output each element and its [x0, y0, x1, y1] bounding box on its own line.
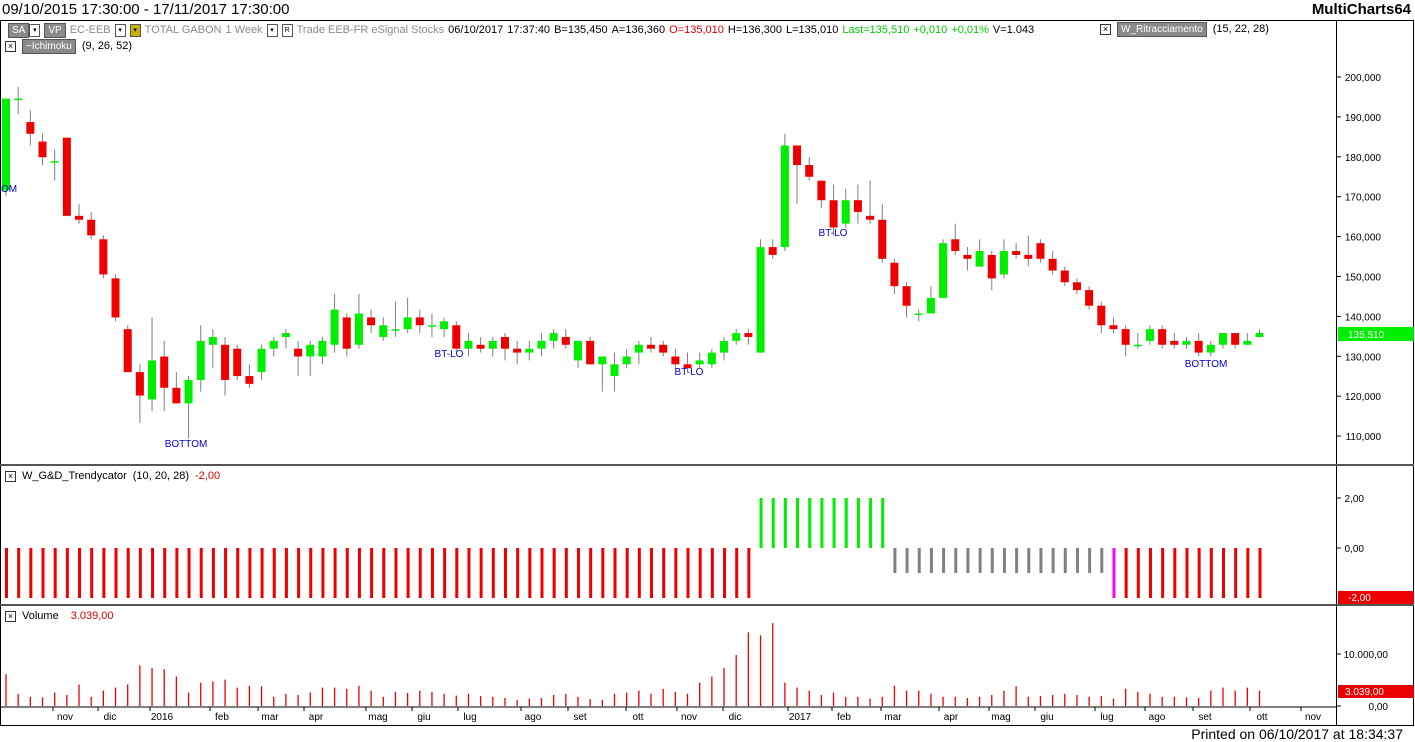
close-icon[interactable]: × [5, 610, 16, 622]
close-icon[interactable]: × [5, 40, 16, 52]
symbol-toolbar: SA ▾ VP EC-EEB ▾ ▾ TOTAL GABON 1 Week ▾ R… [8, 22, 1034, 38]
close-icon[interactable]: × [5, 470, 16, 482]
title-bar: 09/10/2015 17:30:00 - 17/11/2017 17:30:0… [0, 0, 1415, 20]
trendy-value: -2,00 [195, 470, 221, 482]
chart-window [0, 20, 1414, 726]
sa-dropdown-icon[interactable]: ▾ [29, 23, 41, 37]
low-value: L=135,010 [786, 24, 839, 36]
quote-time: 17:37:40 [507, 24, 551, 36]
volume-current-value: 3.039,00 [70, 610, 114, 622]
trendy-panel-header: × W_G&D_Trendycator (10, 20, 28) -2,00 [5, 469, 220, 483]
trendy-label[interactable]: W_G&D_Trendycator [22, 470, 127, 482]
change-value: +0,010 [913, 24, 948, 36]
close-icon[interactable]: × [1100, 23, 1111, 35]
vp-button[interactable]: VP [44, 22, 66, 38]
printed-footer: Printed on 06/10/2017 at 18:34:37 [1191, 726, 1403, 742]
study-ritracciamento-params: (15, 22, 28) [1212, 23, 1269, 35]
app-name: MultiCharts64 [1311, 1, 1411, 18]
study-ichimoku-label[interactable]: ~Ichimoku [22, 38, 76, 54]
study-ritracciamento-header: × W_Ritracciamento (15, 22, 28) [1100, 21, 1269, 37]
high-value: H=136,300 [727, 24, 783, 36]
study-ritracciamento-label[interactable]: W_Ritracciamento [1117, 21, 1207, 37]
panel-separator-2[interactable] [0, 604, 1414, 606]
symbol-dropdown-icon[interactable]: ▾ [114, 23, 126, 37]
ask-value: A=136,360 [611, 24, 666, 36]
open-value: O=135,010 [669, 24, 724, 36]
resolution-label[interactable]: 1 Week [225, 24, 263, 36]
volume-panel-header: × Volume 3.039,00 [5, 609, 114, 623]
volume-label[interactable]: Volume [22, 610, 59, 622]
last-value: Last=135,510 [842, 24, 910, 36]
instrument-name: TOTAL GABON [144, 24, 222, 36]
sa-button[interactable]: SA [8, 22, 30, 38]
bid-value: B=135,450 [554, 24, 608, 36]
symbol-code[interactable]: EC-EEB [69, 24, 111, 36]
volume-value: V=1.043 [992, 24, 1035, 36]
study-ichimoku-header: × ~Ichimoku (9, 26, 52) [5, 38, 132, 54]
quote-date: 06/10/2017 [448, 24, 504, 36]
r-button[interactable]: R [281, 23, 293, 37]
price-axis-divider [1336, 20, 1337, 726]
trade-info: Trade EEB-FR eSignal Stocks [296, 24, 445, 36]
symbol-color-icon[interactable]: ▾ [129, 23, 141, 37]
change-pct-value: +0,01% [951, 24, 989, 36]
date-range: 09/10/2015 17:30:00 - 17/11/2017 17:30:0… [2, 1, 290, 18]
panel-separator-1[interactable] [0, 464, 1414, 466]
resolution-dropdown-icon[interactable]: ▾ [266, 23, 278, 37]
trendy-params: (10, 20, 28) [132, 470, 190, 482]
study-ichimoku-params: (9, 26, 52) [81, 40, 132, 52]
